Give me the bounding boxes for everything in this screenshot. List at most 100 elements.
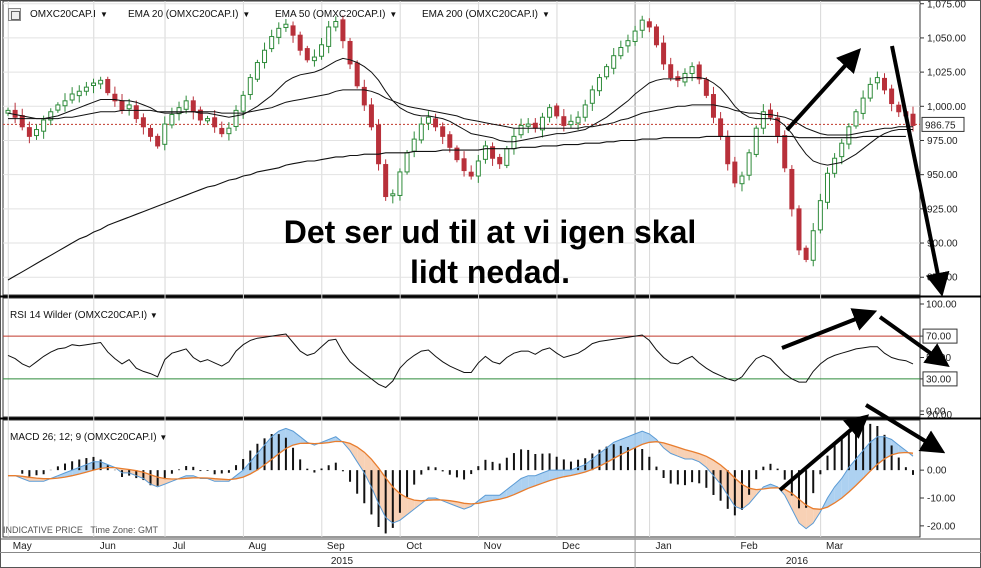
candle-body <box>69 93 75 101</box>
symbol-selector[interactable]: OMXC20CAP.I ▼ <box>30 9 108 20</box>
last-price-label: 986.75 <box>925 120 956 131</box>
symbol-label: OMXC20CAP.I <box>30 9 96 20</box>
ema50-selector[interactable]: EMA 50 (OMXC20CAP.I) ▼ <box>275 9 397 20</box>
macd-fill-segment <box>357 447 365 473</box>
candle-body <box>596 77 602 92</box>
macd-fill-segment <box>143 472 151 485</box>
macd-fill-segment <box>613 439 621 459</box>
macd-fill-segment <box>749 488 757 504</box>
candle-body <box>504 148 510 166</box>
year-tick-label: 2016 <box>786 556 809 567</box>
candle-body <box>155 135 161 147</box>
macd-fill-segment <box>877 436 885 465</box>
last-price-badge <box>921 116 965 132</box>
candle-body <box>853 111 859 127</box>
candle-body <box>475 160 481 177</box>
macd-line <box>8 427 914 530</box>
macd-fill-segment <box>741 484 750 510</box>
candle-body <box>254 62 260 80</box>
macd-fill-segment <box>513 478 522 495</box>
candle-body <box>611 55 617 69</box>
candle-body <box>753 127 759 155</box>
month-tick-label: Sep <box>327 541 345 552</box>
candle-body <box>739 175 745 185</box>
candle-body <box>397 171 403 196</box>
rsi-level-badge <box>922 371 958 387</box>
candle-body <box>632 30 638 42</box>
candle-body <box>582 104 588 118</box>
macd-selector[interactable]: MACD 26; 12; 9 (OMXC20CAP.I) ▼ <box>10 432 167 443</box>
candle-body <box>561 116 567 126</box>
candle-body <box>76 90 82 97</box>
macd-fill-segment <box>528 475 536 489</box>
candle-body <box>668 64 674 79</box>
macd-fill-segment <box>371 459 379 504</box>
macd-title: MACD 26; 12; 9 (OMXC20CAP.I) <box>10 432 157 443</box>
candle-body <box>247 77 253 96</box>
candle-body <box>810 230 816 261</box>
candle-body <box>910 113 916 126</box>
candle-body <box>376 124 382 165</box>
candle-body <box>91 82 97 87</box>
macd-tick-label: 20.00 <box>927 410 952 421</box>
month-tick-label: Jun <box>100 541 116 552</box>
macd-fill-segment <box>699 453 707 468</box>
macd-tick-label: -10.00 <box>927 494 956 505</box>
macd-fill-segment <box>264 436 272 465</box>
candle-body <box>860 97 866 114</box>
candle-body <box>319 44 325 57</box>
candle-body <box>639 19 645 31</box>
candle-body <box>468 171 474 177</box>
chevron-down-icon: ▼ <box>541 10 550 19</box>
candle-body <box>34 129 40 137</box>
candle-body <box>703 79 709 96</box>
macd-fill-segment <box>585 459 593 473</box>
candle-body <box>547 107 553 118</box>
macd-fill-segment <box>129 469 137 476</box>
candle-body <box>661 42 667 65</box>
month-tick-label: Aug <box>249 541 267 552</box>
macd-fill-segment <box>285 428 294 449</box>
candle-body <box>881 77 887 91</box>
trend-arrow <box>785 48 862 132</box>
macd-signal-line <box>8 440 914 510</box>
candle-body <box>646 21 652 28</box>
candle-body <box>589 89 595 104</box>
macd-fill-segment <box>606 442 614 463</box>
macd-fill-segment <box>635 431 643 448</box>
macd-fill-segment <box>293 431 301 446</box>
macd-fill-segment <box>791 493 799 524</box>
price-tick-label: 900.00 <box>927 239 958 250</box>
macd-fill-segment <box>485 495 493 502</box>
candle-body <box>796 208 802 251</box>
rsi-line <box>7 333 914 389</box>
candle-body <box>511 135 517 150</box>
macd-fill-segment <box>870 436 878 472</box>
price-tick-label: 1,000.00 <box>927 102 966 113</box>
candle-body <box>133 105 139 120</box>
candle-body <box>817 200 823 231</box>
chart-settings-icon[interactable] <box>8 8 21 21</box>
candles <box>5 15 916 267</box>
macd-fill-segment <box>684 449 693 459</box>
macd-fill-segment <box>806 505 814 529</box>
price-tick-label: 925.00 <box>927 204 958 215</box>
rsi-tick-label: 30.00 <box>926 374 951 385</box>
candle-body <box>190 100 196 113</box>
candle-body <box>440 126 446 137</box>
macd-fill-segment <box>385 477 393 524</box>
macd-fill-segment <box>855 450 864 486</box>
ema20-selector[interactable]: EMA 20 (OMXC20CAP.I) ▼ <box>128 9 250 20</box>
trend-arrow <box>878 315 950 367</box>
macd-fill-segment <box>271 431 279 460</box>
timezone: Time Zone: GMT <box>90 525 159 535</box>
candle-body <box>867 83 873 99</box>
candle-body <box>368 104 374 128</box>
candle-body <box>105 78 111 94</box>
candle-body <box>482 145 488 160</box>
rsi-selector[interactable]: RSI 14 Wilder (OMXC20CAP.I) ▼ <box>10 310 158 321</box>
ema200-selector[interactable]: EMA 200 (OMXC20CAP.I) ▼ <box>422 9 550 20</box>
macd-fill-segment <box>720 464 728 496</box>
price-tick-label: 950.00 <box>927 170 958 181</box>
macd-fill-segment <box>542 470 550 484</box>
